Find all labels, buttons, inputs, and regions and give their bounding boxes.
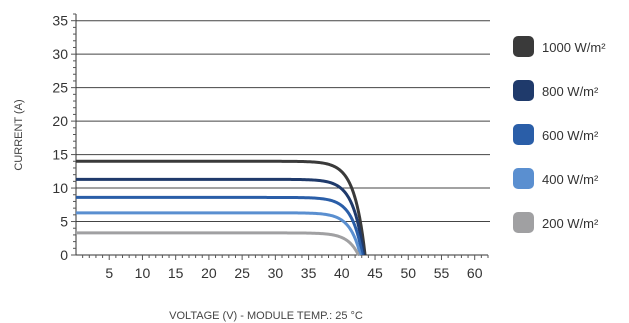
- legend-label: 200 W/m²: [542, 216, 599, 231]
- legend-label: 1000 W/m²: [542, 40, 606, 55]
- y-tick-label: 20: [52, 113, 68, 129]
- series-line-1: [75, 177, 366, 256]
- y-tick-label: 5: [60, 214, 68, 230]
- legend-swatch: [513, 212, 534, 233]
- minor-ticks: [71, 13, 489, 260]
- x-tick-label: 30: [268, 265, 284, 281]
- y-tick-label: 25: [52, 80, 68, 96]
- y-tick-label: 35: [52, 13, 68, 29]
- legend: 1000 W/m² 800 W/m² 600 W/m² 400 W/m² 200 W/m…: [513, 36, 606, 233]
- x-tick-label: 40: [334, 265, 350, 281]
- legend-swatch: [513, 80, 534, 101]
- y-tick-label: 30: [52, 46, 68, 62]
- series-line-0: [75, 159, 367, 256]
- x-tick-label: 25: [234, 265, 250, 281]
- legend-label: 800 W/m²: [542, 84, 599, 99]
- legend-swatch: [513, 124, 534, 145]
- y-tick-label: 10: [52, 180, 68, 196]
- x-tick-label: 15: [168, 265, 184, 281]
- x-tick-label: 55: [434, 265, 450, 281]
- x-tick-labels: 5 10 15 20 25 30 35 40 45 50 55 60: [105, 265, 482, 281]
- x-tick-label: 45: [367, 265, 383, 281]
- x-tick-label: 5: [105, 265, 113, 281]
- series-line-4: [75, 231, 360, 256]
- legend-label: 400 W/m²: [542, 172, 599, 187]
- x-tick-label: 35: [301, 265, 317, 281]
- y-tick-label: 0: [60, 247, 68, 263]
- x-tick-label: 20: [201, 265, 217, 281]
- legend-swatch: [513, 168, 534, 189]
- series-line-3: [75, 211, 362, 256]
- y-axis-title: CURRENT (A): [13, 99, 25, 170]
- series-lines: [75, 159, 367, 256]
- x-tick-label: 50: [400, 265, 416, 281]
- grid-lines: [76, 20, 490, 223]
- series-line-2: [75, 195, 364, 256]
- x-axis-title: VOLTAGE (V) - MODULE TEMP.: 25 °C: [169, 310, 363, 322]
- x-tick-label: 10: [135, 265, 151, 281]
- axes: [75, 14, 488, 256]
- y-tick-labels: 0 5 10 15 20 25 30 35: [52, 13, 68, 263]
- legend-label: 600 W/m²: [542, 128, 599, 143]
- y-tick-label: 15: [52, 147, 68, 163]
- x-tick-label: 60: [467, 265, 483, 281]
- legend-swatch: [513, 36, 534, 57]
